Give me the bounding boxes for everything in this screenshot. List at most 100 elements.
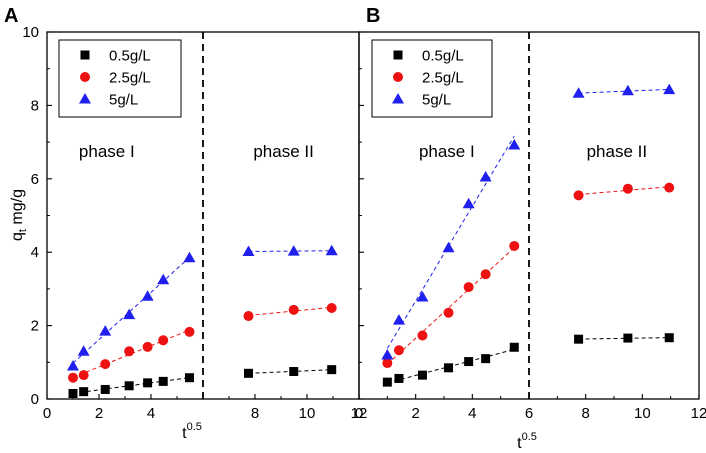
pa-x-tick-label: 0 (43, 405, 51, 422)
pa-point-s2-phase1 (124, 346, 135, 357)
pb-point-s2-phase2 (573, 190, 584, 201)
pb-point-s3-phase2 (663, 83, 676, 95)
pb-point-s2-phase2 (664, 182, 675, 193)
pa-point-s3-phase1 (77, 345, 90, 356)
pa-phase-1-label: phase I (79, 142, 135, 161)
pa-y-tick-label: 6 (31, 171, 39, 188)
pa-point-s3-phase1 (183, 251, 196, 263)
pb-point-s2-phase1 (509, 240, 520, 251)
x-axis-title-a-base: t (182, 425, 187, 442)
pb-legend-marker (393, 72, 403, 82)
pb-point-s2-phase1 (480, 269, 491, 280)
pa-point-s2-phase1 (142, 341, 153, 352)
x-axis-title-a: t0.5 (182, 421, 202, 442)
pb-point-s3-phase1 (381, 348, 394, 360)
pa-x-tick-label: 4 (147, 405, 155, 422)
x-axis-title-b: t0.5 (517, 431, 537, 452)
pb-fit-line-3-phase2 (578, 88, 670, 94)
pb-phase-1-label: phase I (419, 142, 475, 161)
x-axis-title-b-base: t (517, 435, 522, 452)
pa-x-tick-label: 12 (351, 405, 368, 422)
pa-point-s3-phase2 (242, 245, 255, 256)
pa-point-s3-phase1 (157, 273, 170, 285)
panel-b: 0 2 4 6 8 10 12 phase I phase II 0.5g/L 2.5g/L 5g/L (355, 31, 706, 422)
pb-point-s3-phase1 (392, 314, 405, 325)
pa-point-s2-phase1 (184, 326, 195, 337)
pb-point-s1-phase1 (382, 377, 392, 387)
pa-x-tick-label: 2 (95, 405, 103, 422)
pb-x-tick-label: 8 (581, 405, 589, 422)
pa-y-tick-label: 10 (22, 24, 39, 41)
pa-point-s1-phase2 (244, 368, 253, 378)
pb-point-s2-phase1 (417, 330, 428, 341)
pb-x-tick-label: 4 (468, 405, 476, 422)
pb-point-s1-phase1 (509, 342, 519, 352)
y-axis-title-sub: t (17, 229, 29, 232)
pa-x-tick-label: 8 (251, 405, 259, 422)
pb-x-tick-label: 0 (355, 405, 363, 422)
pa-point-s1-phase1 (79, 387, 89, 397)
pa-point-s2-phase2 (326, 302, 337, 313)
pb-x-tick-label: 6 (525, 405, 533, 422)
pb-fit-line-3-phase1 (386, 135, 515, 349)
pa-y-tick-label: 0 (31, 391, 39, 408)
y-axis-title-unit: mg/g (9, 189, 26, 225)
pa-point-s3-phase1 (67, 359, 79, 371)
pa-legend-marker (80, 50, 90, 60)
pa-y-tick-label: 4 (31, 244, 39, 261)
pa-legend-label: 5g/L (109, 92, 138, 109)
pa-point-s2-phase1 (158, 335, 169, 346)
pa-point-s2-phase2 (243, 311, 254, 322)
panel-label-a: A (4, 5, 18, 27)
x-axis-title-a-exp: 0.5 (187, 421, 202, 433)
pb-point-s1-phase2 (664, 333, 674, 343)
pb-x-tick-label: 2 (411, 405, 419, 422)
pa-fit-line-3-phase1 (72, 256, 190, 364)
pb-point-s1-phase2 (623, 333, 633, 343)
y-axis-title-base: q (9, 232, 26, 241)
pb-point-s3-phase1 (462, 197, 475, 209)
pa-point-s3-phase1 (141, 290, 154, 301)
pb-point-s3-phase2 (621, 84, 634, 96)
pa-legend-box (58, 39, 182, 118)
pa-point-s2-phase1 (68, 372, 78, 383)
pa-point-s3-phase2 (325, 244, 338, 256)
pb-point-s1-phase1 (417, 370, 427, 380)
y-axis-title: qt mg/g (9, 189, 29, 241)
pb-point-s2-phase1 (443, 307, 454, 318)
pa-phase-2-label: phase II (253, 142, 314, 161)
pb-legend-marker (393, 50, 403, 60)
pa-point-s1-phase2 (327, 365, 337, 375)
pb-x-tick-label: 10 (634, 405, 651, 422)
text-layer: A B qt mg/g t0.5 t0.5 (4, 5, 537, 452)
pb-point-s2-phase1 (393, 345, 404, 356)
pb-point-s3-phase1 (479, 170, 492, 182)
pb-point-s2-phase1 (463, 282, 474, 293)
pb-legend-label: 2.5g/L (422, 70, 464, 87)
pb-point-s3-phase2 (572, 87, 585, 98)
pa-point-s3-phase1 (123, 308, 136, 320)
pb-point-s2-phase2 (622, 183, 633, 194)
pb-legend-box (371, 39, 493, 118)
pa-point-s1-phase2 (289, 366, 299, 376)
panel-label-b: B (366, 5, 380, 27)
x-axis-title-b-exp: 0.5 (522, 431, 537, 443)
pa-point-s1-phase1 (68, 388, 78, 398)
pa-point-s3-phase2 (287, 245, 300, 256)
pa-x-tick-label: 10 (299, 405, 316, 422)
pa-point-s1-phase1 (184, 373, 194, 383)
pa-legend-marker (80, 72, 90, 82)
pa-point-s1-phase1 (124, 381, 134, 391)
pa-point-s2-phase1 (78, 370, 89, 381)
pb-legend-label: 5g/L (422, 92, 451, 109)
pb-point-s1-phase2 (574, 334, 584, 344)
pb-point-s1-phase1 (444, 363, 454, 373)
pb-point-s3-phase1 (416, 290, 429, 302)
pb-point-s1-phase1 (394, 373, 404, 383)
pb-fit-line-2-phase1 (386, 247, 515, 365)
pb-point-s1-phase1 (464, 357, 474, 367)
pa-fit-line-3-phase2 (248, 250, 332, 252)
